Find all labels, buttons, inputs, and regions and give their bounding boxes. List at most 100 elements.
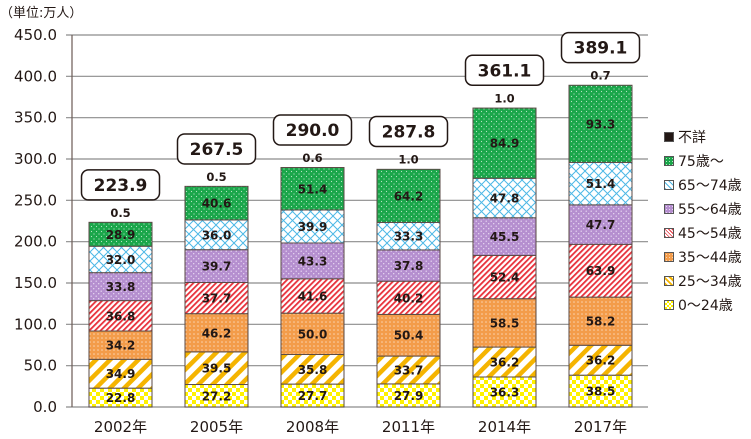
data-label: 35.8	[298, 363, 328, 377]
y-tick-label: 50.0	[24, 357, 57, 375]
bar-segment	[472, 177, 537, 219]
data-label: 50.0	[298, 327, 328, 341]
y-tick-label: 250.0	[14, 191, 57, 209]
legend-label: 0〜24歳	[678, 298, 733, 314]
legend-label: 45〜54歳	[678, 226, 742, 242]
data-label: 50.4	[394, 329, 424, 343]
data-label: 33.8	[106, 280, 136, 294]
bar-segment	[88, 245, 153, 274]
bar-segment	[568, 344, 633, 376]
y-tick-label: 200.0	[14, 233, 57, 251]
data-label: 37.7	[202, 292, 232, 306]
data-label: 39.7	[202, 260, 232, 274]
bar-segment	[568, 204, 633, 245]
y-tick-label: 300.0	[14, 150, 57, 168]
data-label: 40.6	[202, 197, 232, 211]
legend-item: 55〜64歳	[664, 197, 742, 221]
legend-item: 35〜44歳	[664, 245, 742, 269]
total-box	[464, 54, 545, 87]
legend-swatch-icon	[664, 132, 674, 142]
total-box	[80, 169, 161, 201]
bar-segment	[376, 280, 441, 315]
bar-segment	[280, 354, 345, 385]
data-label: 27.7	[298, 389, 328, 403]
total-label: 290.0	[286, 121, 340, 141]
data-label: 93.3	[586, 117, 616, 131]
legend-swatch-icon	[664, 204, 674, 214]
bar-segment	[568, 84, 633, 163]
data-label: 47.8	[490, 192, 520, 206]
y-tick-label: 100.0	[14, 315, 57, 333]
bar-segment	[472, 376, 537, 408]
legend-item: 0〜24歳	[664, 293, 742, 317]
data-label: 22.8	[106, 391, 136, 405]
legend-label: 25〜34歳	[678, 274, 742, 290]
bar-segment	[472, 346, 537, 378]
data-label: 33.3	[394, 230, 424, 244]
bar-segment	[184, 313, 249, 353]
data-label: 34.9	[106, 367, 136, 381]
data-label: 36.2	[586, 354, 616, 368]
y-tick-label: 0.0	[33, 398, 57, 416]
x-tick-label: 2002年	[94, 418, 147, 436]
x-tick-label: 2005年	[190, 418, 243, 436]
bar-segment	[280, 167, 345, 211]
data-label: 52.4	[490, 271, 520, 285]
data-label: 36.2	[490, 356, 520, 370]
data-label: 36.0	[202, 228, 232, 242]
data-label: 41.6	[298, 289, 328, 303]
bar-segment	[472, 254, 537, 300]
bar-segment	[88, 221, 153, 247]
legend-swatch-icon	[664, 156, 674, 166]
data-label: 84.9	[490, 137, 520, 151]
legend-swatch-icon	[664, 252, 674, 262]
data-label: 46.2	[202, 326, 232, 340]
y-tick-label: 450.0	[14, 26, 57, 44]
legend-item: 25〜34歳	[664, 269, 742, 293]
data-label: 37.8	[394, 259, 424, 273]
total-label: 361.1	[478, 61, 532, 81]
data-label: 32.0	[106, 253, 136, 267]
total-box	[176, 133, 257, 165]
bar-segment	[472, 298, 537, 348]
legend-label: 不詳	[678, 130, 706, 146]
bar-segment	[280, 312, 345, 356]
data-label: 47.7	[586, 218, 616, 232]
bar-segment	[568, 161, 633, 206]
legend-label: 65〜74歳	[678, 178, 742, 194]
legend-item: 65〜74歳	[664, 173, 742, 197]
x-tick-label: 2017年	[574, 418, 627, 436]
bar-segment	[88, 300, 153, 332]
total-label: 287.8	[382, 123, 436, 143]
bar-segment	[376, 249, 441, 282]
bar-segment	[184, 282, 249, 315]
bar-segment	[184, 351, 249, 386]
legend-swatch-icon	[664, 300, 674, 310]
data-label: 45.5	[490, 230, 520, 244]
bar-segment	[280, 278, 345, 314]
data-label: 38.5	[586, 385, 616, 399]
y-tick-label: 350.0	[14, 109, 57, 127]
legend-swatch-icon	[664, 276, 674, 286]
legend-item: 75歳〜	[664, 149, 742, 173]
unknown-label: 0.5	[110, 206, 130, 220]
unknown-label: 0.5	[206, 170, 226, 184]
unknown-label: 0.6	[302, 151, 322, 165]
legend-label: 35〜44歳	[678, 250, 742, 266]
legend-item: 45〜54歳	[664, 221, 742, 245]
data-label: 36.8	[106, 309, 136, 323]
total-box	[368, 115, 449, 148]
data-label: 64.2	[394, 189, 424, 203]
data-label: 63.9	[586, 264, 616, 278]
total-box	[272, 114, 353, 146]
bar-segment	[184, 219, 249, 251]
total-box	[560, 31, 641, 64]
x-tick-label: 2008年	[286, 418, 339, 436]
unknown-label: 1.0	[398, 153, 418, 167]
total-label: 389.1	[574, 39, 628, 59]
bar-segment	[472, 107, 537, 179]
bar-segment	[88, 358, 153, 389]
y-tick-label: 400.0	[14, 67, 57, 85]
data-label: 28.9	[106, 228, 136, 242]
